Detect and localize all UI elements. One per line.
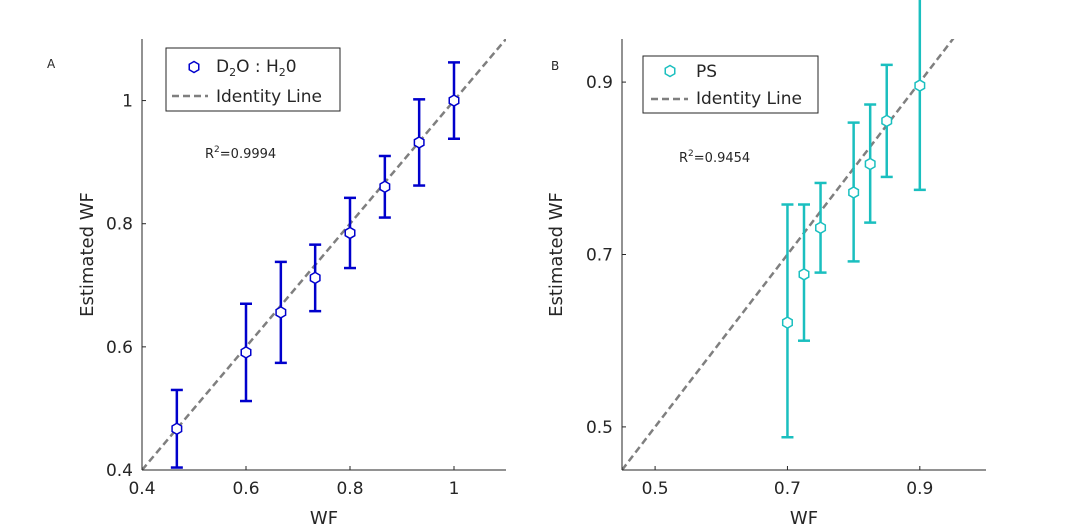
panel-b-marker-6 [914, 79, 926, 92]
panel-b-legend-label-2: Identity Line [696, 89, 802, 109]
panel-b-ylabel: Estimated WF [546, 192, 567, 317]
panel-a-marker-0 [171, 422, 183, 436]
panel-a-legend-box [165, 47, 341, 112]
panel-a-point-6 [413, 98, 426, 187]
panel-b-axes: 0.5 0.7 0.9 0.5 0.7 0.9 [586, 39, 986, 499]
panel-b-xtick-label-0: 0.5 [642, 479, 669, 499]
panel-b-marker-1 [798, 267, 810, 281]
panel-a-r2-symbol: R [205, 147, 214, 162]
panel-b-legend: PS Identity Line [642, 55, 819, 114]
panel-b-legend-label-1: PS [696, 62, 717, 82]
panel-b-r2-symbol: R [679, 151, 688, 166]
panel-a-identity-line [142, 39, 506, 470]
panel-a-ylabel: Estimated WF [77, 192, 98, 317]
panel-a-point-0 [170, 388, 183, 469]
panel-b-marker-3 [848, 186, 860, 199]
panel-b-r2-annotation: R2=0.9454 [679, 149, 750, 166]
panel-b-r2-sup: 2 [688, 149, 694, 159]
panel-b-xtick-label-2: 0.9 [906, 479, 933, 499]
panel-a-point-7 [448, 61, 460, 140]
panel-a-legend-label-2: Identity Line [216, 87, 322, 107]
panel-a-point-5 [378, 154, 391, 219]
panel-a-legend-label-1: D2O : H20 [216, 57, 297, 79]
panel-a-xlabel: WF [310, 508, 338, 528]
panel-b-point-5 [880, 63, 893, 179]
panel-b-ytick-label-1: 0.7 [586, 246, 613, 266]
panel-a-point-2 [274, 260, 287, 365]
panel-b-legend-box [642, 55, 819, 114]
panel-a-point-1 [240, 302, 252, 403]
panel-a-plot [142, 39, 506, 470]
panel-a-point-4 [344, 196, 356, 270]
panel-b-marker-4 [864, 157, 876, 171]
panel-a-ytick-label-0: 0.4 [106, 461, 133, 481]
panel-a-point-3 [309, 243, 322, 313]
panel-a-r2-annotation: R2=0.9994 [205, 145, 276, 162]
panel-a-marker-4 [344, 226, 356, 240]
panel-b-point-6 [913, 0, 926, 192]
panel-a-marker-6 [413, 136, 425, 149]
panel-b: B 0.5 0.7 0.9 0.5 0.7 0.9 WF Estimated WF R2=… [546, 0, 986, 529]
panel-a-r2-sup: 2 [214, 145, 220, 155]
panel-a-ytick-label-1: 0.6 [106, 338, 133, 358]
panel-b-ytick-label-2: 0.9 [586, 73, 613, 93]
panel-a-ytick-label-3: 1 [122, 92, 133, 112]
panel-a-marker-2 [275, 306, 287, 319]
panel-a-r2-value: =0.9994 [220, 147, 276, 162]
panel-b-plot [622, 0, 955, 470]
panel-b-point-3 [847, 121, 860, 263]
panel-b-marker-2 [815, 221, 827, 235]
panel-a-legend-marker-1 [188, 60, 200, 74]
panel-b-marker-5 [881, 114, 893, 128]
panel-a-axes: 0.4 0.6 0.8 1 0.4 0.6 0.8 1 [106, 39, 506, 499]
panel-b-legend-marker-1 [664, 64, 676, 78]
panel-a-ytick-label-2: 0.8 [106, 215, 133, 235]
panel-b-point-0 [781, 203, 794, 439]
panel-b-xlabel: WF [790, 508, 818, 528]
panel-a-marker-3 [309, 271, 321, 285]
panel-a-label: A [47, 57, 56, 71]
panel-b-point-2 [814, 181, 827, 274]
panel-a: A 0.4 0.6 0.8 1 0.4 0.6 0.8 1 WF Estimated WF R… [47, 39, 506, 529]
panel-b-r2-value: =0.9454 [694, 151, 750, 166]
panel-a-marker-7 [448, 94, 460, 107]
panel-a-marker-5 [379, 180, 391, 194]
panel-a-legend: D2O : H20 Identity Line [165, 47, 341, 112]
panel-a-marker-1 [240, 346, 252, 359]
panel-b-label: B [551, 59, 559, 73]
panel-a-xtick-label-3: 1 [449, 479, 460, 499]
panel-b-xtick-label-1: 0.7 [774, 479, 801, 499]
panel-b-marker-0 [781, 316, 793, 329]
panel-b-point-4 [864, 103, 877, 224]
panel-a-xtick-label-1: 0.6 [232, 479, 259, 499]
panel-b-point-1 [798, 203, 810, 342]
panel-a-xtick-label-0: 0.4 [128, 479, 155, 499]
panel-a-xtick-label-2: 0.8 [336, 479, 363, 499]
panel-b-ytick-label-0: 0.5 [586, 418, 613, 438]
